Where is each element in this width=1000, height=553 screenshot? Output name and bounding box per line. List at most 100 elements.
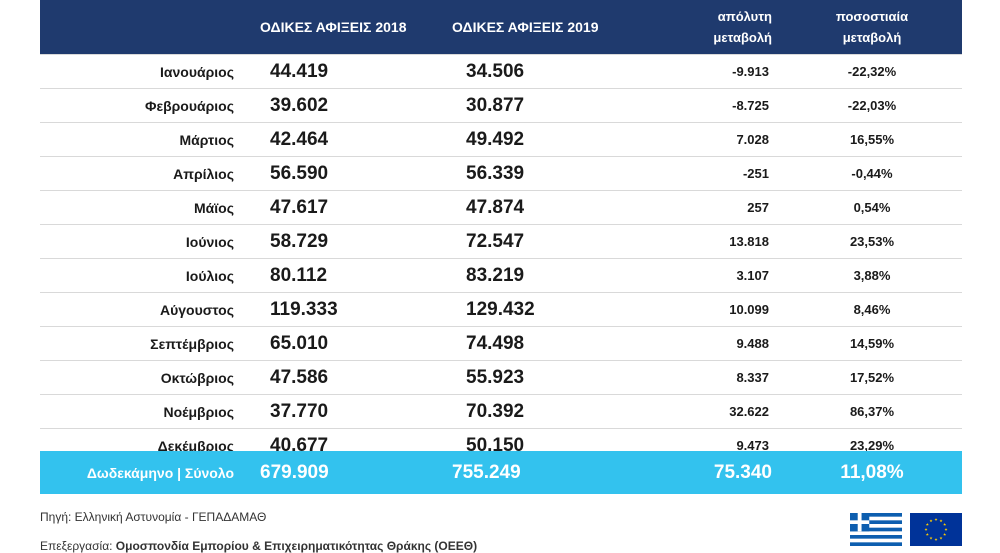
row-abs: 8.337 [736, 370, 769, 385]
row-2018: 37.770 [270, 400, 329, 422]
row-month: Φεβρουάριος [144, 97, 234, 114]
row-pct: -0,44% [851, 166, 893, 181]
table-row: Ιούνιος 58.729 72.547 13.818 23,53% [40, 225, 962, 259]
header-abs-line2: μεταβολή [713, 30, 772, 45]
row-abs: 10.099 [729, 302, 769, 317]
credit-note: Επεξεργασία: Ομοσπονδία Εμπορίου & Επιχε… [40, 539, 477, 553]
row-2019: 129.432 [466, 298, 535, 320]
row-2019: 72.547 [466, 230, 525, 252]
row-2018: 65.010 [270, 332, 329, 354]
row-month: Δεκέμβριος [157, 437, 234, 454]
row-pct: -22,32% [847, 64, 897, 79]
header-2018: ΟΔΙΚΕΣ ΑΦΙΞΕΙΣ 2018 [260, 18, 407, 35]
row-abs: -8.725 [732, 98, 769, 113]
row-2018: 42.464 [270, 128, 329, 150]
table-row: Αύγουστος 119.333 129.432 10.099 8,46% [40, 293, 962, 327]
table-header: ΟΔΙΚΕΣ ΑΦΙΞΕΙΣ 2018 ΟΔΙΚΕΣ ΑΦΙΞΕΙΣ 2019 … [40, 0, 962, 54]
row-2018: 56.590 [270, 162, 329, 184]
row-pct: 23,53% [849, 234, 895, 249]
row-month: Ιανουάριος [160, 63, 234, 80]
row-abs: 32.622 [729, 404, 769, 419]
table-row: Σεπτέμβριος 65.010 74.498 9.488 14,59% [40, 327, 962, 361]
row-month: Μάρτιος [179, 131, 234, 148]
eu-flag-icon [910, 513, 962, 546]
row-abs: 13.818 [729, 234, 769, 249]
row-2018: 47.586 [270, 366, 329, 388]
eu-star [929, 519, 933, 523]
row-2019: 55.923 [466, 366, 525, 388]
total-abs: 75.340 [713, 461, 772, 483]
eu-star [943, 532, 947, 536]
total-label: Δωδεκάμηνο | Σύνολο [86, 464, 234, 481]
row-abs: 9.488 [736, 336, 769, 351]
row-pct: 8,46% [853, 302, 891, 317]
header-absolute-change: απόλυτη μεταβολή [640, 6, 782, 48]
row-abs: 3.107 [736, 268, 769, 283]
table-row: Νοέμβριος 37.770 70.392 32.622 86,37% [40, 395, 962, 429]
row-2019: 83.219 [466, 264, 525, 286]
row-month: Σεπτέμβριος [150, 335, 234, 352]
row-month: Απρίλιος [173, 165, 234, 182]
row-pct: 14,59% [849, 336, 895, 351]
row-pct: 0,54% [853, 200, 891, 215]
eu-star [925, 522, 929, 526]
total-2019: 755.249 [452, 461, 521, 483]
row-2019: 74.498 [466, 332, 525, 354]
row-2018: 39.602 [270, 94, 329, 116]
row-pct: 17,52% [849, 370, 895, 385]
row-month: Ιούλιος [185, 267, 234, 284]
row-month: Οκτώβριος [160, 369, 234, 386]
row-pct: 86,37% [849, 404, 895, 419]
header-percent-change: ποσοστιαία μεταβολή [782, 6, 962, 48]
row-pct: 23,29% [849, 438, 895, 453]
table-row: Οκτώβριος 47.586 55.923 8.337 17,52% [40, 361, 962, 395]
total-pct: 11,08% [840, 461, 904, 483]
eu-star [934, 517, 938, 521]
row-abs: 7.028 [736, 132, 769, 147]
row-month: Νοέμβριος [163, 403, 234, 420]
row-2019: 30.877 [466, 94, 525, 116]
eu-star [929, 536, 933, 540]
table-body: Ιανουάριος 44.419 34.506 -9.913 -22,32% Φεβρο… [40, 54, 962, 463]
source-note: Πηγή: Ελληνική Αστυνομία - ΓΕΠΑΔΑΜΑΘ [40, 510, 267, 524]
eu-star [934, 537, 938, 541]
table-row: Απρίλιος 56.590 56.339 -251 -0,44% [40, 157, 962, 191]
greece-flag-icon [850, 513, 902, 546]
header-abs-line1: απόλυτη [717, 9, 772, 24]
eu-star [939, 536, 943, 540]
row-pct: 3,88% [853, 268, 891, 283]
total-row: Δωδεκάμηνο | Σύνολο 679.909 755.249 75.3… [40, 451, 962, 494]
row-2019: 56.339 [466, 162, 525, 184]
header-pct-line1: ποσοστιαία [835, 9, 909, 24]
table-row: Ιανουάριος 44.419 34.506 -9.913 -22,32% [40, 54, 962, 89]
row-2019: 47.874 [466, 196, 525, 218]
arrivals-table: ΟΔΙΚΕΣ ΑΦΙΞΕΙΣ 2018 ΟΔΙΚΕΣ ΑΦΙΞΕΙΣ 2019 … [40, 0, 962, 463]
row-abs: -251 [742, 166, 769, 181]
eu-star [939, 519, 943, 523]
row-pct: 16,55% [849, 132, 895, 147]
header-pct-line2: μεταβολή [842, 30, 902, 45]
row-2019: 70.392 [466, 400, 525, 422]
eu-star [925, 532, 929, 536]
row-2018: 119.333 [270, 298, 338, 320]
row-abs: 257 [747, 200, 769, 215]
table-row: Ιούλιος 80.112 83.219 3.107 3,88% [40, 259, 962, 293]
credit-org: Ομοσπονδία Εμπορίου & Επιχειρηματικότητα… [115, 539, 478, 553]
row-abs: 9.473 [736, 438, 769, 453]
row-2019: 49.492 [466, 128, 525, 150]
row-month: Αύγουστος [159, 301, 234, 318]
eu-star [924, 527, 928, 531]
table-row: Φεβρουάριος 39.602 30.877 -8.725 -22,03% [40, 89, 962, 123]
row-2019: 50.150 [466, 434, 525, 456]
header-2019: ΟΔΙΚΕΣ ΑΦΙΞΕΙΣ 2019 [452, 18, 599, 35]
row-2018: 47.617 [270, 196, 329, 218]
row-2018: 44.419 [270, 60, 329, 82]
row-2018: 40.677 [270, 434, 329, 456]
row-2018: 80.112 [270, 264, 328, 286]
row-pct: -22,03% [847, 98, 897, 113]
credit-prefix: Επεξεργασία: [40, 539, 116, 553]
table-row: Μάρτιος 42.464 49.492 7.028 16,55% [40, 123, 962, 157]
eu-star [943, 522, 947, 526]
total-2018: 679.909 [260, 461, 329, 483]
row-2018: 58.729 [270, 230, 329, 252]
